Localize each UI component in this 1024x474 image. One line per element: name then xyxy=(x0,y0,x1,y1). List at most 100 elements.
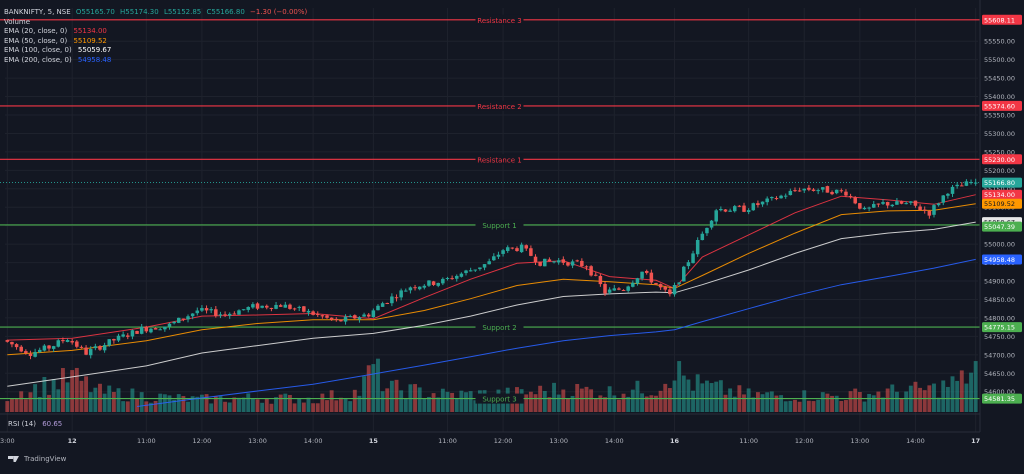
volume-bar xyxy=(181,396,186,412)
indicator-ema50[interactable]: EMA (50, close, 0) 55109.52 xyxy=(4,37,307,47)
ohlc-row: BANKNIFTY, 5, NSE O55165.70 H55174.30 L5… xyxy=(4,8,307,18)
level-label: Support 1 xyxy=(482,222,516,230)
candle-body xyxy=(130,330,135,337)
candle-body xyxy=(362,314,366,317)
volume-bar xyxy=(260,402,265,412)
candle-body xyxy=(51,346,56,349)
candle-body xyxy=(760,201,765,205)
volume-bar xyxy=(464,392,468,412)
volume-bar xyxy=(487,399,492,412)
candle-body xyxy=(209,309,213,311)
indicator-ema20[interactable]: EMA (20, close, 0) 55134.00 xyxy=(4,27,307,37)
candle-body xyxy=(728,210,732,212)
candle-body xyxy=(631,282,635,287)
volume-bar xyxy=(436,397,441,412)
candle-body xyxy=(214,309,218,316)
candle-body xyxy=(204,308,209,311)
candle-body xyxy=(825,186,830,193)
rsi-pane-label[interactable]: RSI (14) 60.65 xyxy=(8,420,62,428)
candle-body xyxy=(654,283,658,285)
volume-bar xyxy=(352,389,357,412)
candle-body xyxy=(482,264,487,268)
candle-body xyxy=(658,284,663,288)
volume-bar xyxy=(121,401,126,412)
candle-body xyxy=(255,303,260,309)
indicator-ema200[interactable]: EMA (200, close, 0) 54958.48 xyxy=(4,56,307,66)
candle-body xyxy=(33,351,37,357)
candle-body xyxy=(626,286,630,291)
price-axis[interactable]: 54600.00 54650.00 54700.00 54750.00 54800.00… xyxy=(979,0,1024,432)
volume-bar xyxy=(936,397,941,412)
candle-body xyxy=(149,328,153,333)
candle-body xyxy=(570,261,575,266)
price-tag-text: 55047.39 xyxy=(984,223,1015,231)
volume-bar xyxy=(552,382,556,412)
volume-bar xyxy=(274,397,278,412)
volume-bar xyxy=(167,395,172,412)
candle-body xyxy=(737,205,742,207)
volume-bar xyxy=(630,389,635,412)
volume-bar xyxy=(714,381,719,412)
candle-body xyxy=(742,205,746,212)
price-tick-label: 55500.00 xyxy=(984,56,1015,64)
volume-bar xyxy=(246,393,251,412)
candle-body xyxy=(28,353,33,356)
volume-bar xyxy=(964,383,969,412)
candle-body xyxy=(306,310,311,313)
volume-bar xyxy=(918,387,923,412)
volume-bar xyxy=(450,392,455,412)
volume-bar xyxy=(111,391,116,412)
candle-body xyxy=(510,247,515,249)
volume-bar xyxy=(547,397,552,412)
volume-bar xyxy=(654,395,658,412)
candle-body xyxy=(176,317,181,323)
candle-body xyxy=(190,313,195,317)
volume-bar xyxy=(213,396,218,412)
candle-body xyxy=(274,304,278,309)
volume-bar xyxy=(204,394,209,412)
volume-bar xyxy=(755,392,760,412)
price-tag xyxy=(982,177,1022,188)
candle-body xyxy=(691,253,695,264)
volume-bar xyxy=(834,395,839,412)
candle-body xyxy=(867,207,871,209)
volume-bar xyxy=(779,395,784,412)
volume-bar xyxy=(839,400,844,412)
time-axis[interactable]: 3:00 12 11:00 12:00 13:00 14:00 15 11:00 12:00 13… xyxy=(0,433,980,447)
candle-body xyxy=(167,323,172,327)
symbol-label[interactable]: BANKNIFTY, 5, NSE xyxy=(4,8,71,16)
candle-body xyxy=(529,248,533,256)
volume-bar xyxy=(139,392,144,412)
volume-bar xyxy=(969,372,973,412)
volume-bar xyxy=(153,400,158,412)
candle-body xyxy=(357,317,362,320)
volume-bar xyxy=(570,395,575,412)
level-label-bg xyxy=(475,100,524,111)
volume-bar xyxy=(116,388,121,412)
volume-bar xyxy=(172,399,177,412)
candle-body xyxy=(561,259,566,263)
candle-body xyxy=(964,181,969,186)
indicator-volume[interactable]: Volume xyxy=(4,18,307,28)
candle-body xyxy=(422,285,427,288)
volume-bar xyxy=(922,390,927,412)
volume-bar xyxy=(389,380,394,412)
candles xyxy=(0,178,980,360)
candle-body xyxy=(941,195,946,203)
candle-body xyxy=(538,261,542,266)
low-value: L55152.85 xyxy=(163,8,202,16)
volume-bar xyxy=(380,391,385,412)
price-tag xyxy=(982,221,1022,232)
candle-body xyxy=(779,195,783,199)
candle-body xyxy=(116,335,121,341)
candle-body xyxy=(315,313,320,315)
volume-bar xyxy=(357,395,362,412)
candle-body xyxy=(788,190,793,196)
rsi-value: 60.65 xyxy=(42,420,63,428)
indicator-ema100[interactable]: EMA (100, close, 0) 55059.67 xyxy=(4,46,307,56)
volume-bar xyxy=(788,400,793,412)
tradingview-logo[interactable]: TradingView xyxy=(8,455,66,463)
volume-bar xyxy=(593,398,598,412)
